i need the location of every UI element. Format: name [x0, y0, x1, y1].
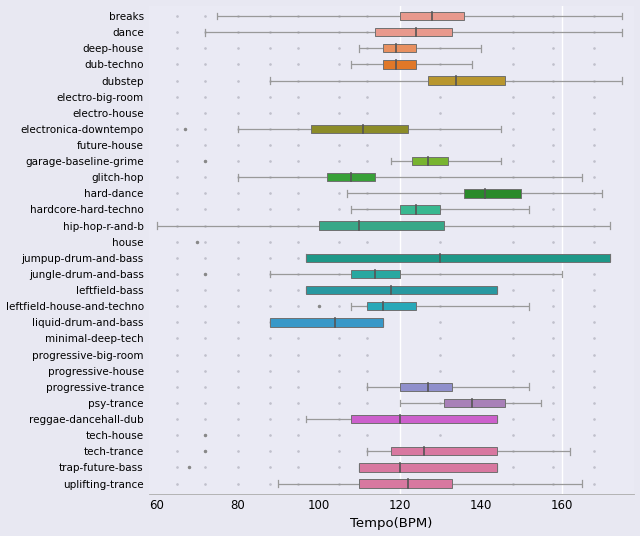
Bar	[383, 60, 416, 69]
Bar	[399, 12, 465, 20]
Bar	[383, 44, 416, 53]
Bar	[351, 270, 399, 278]
X-axis label: Tempo(BPM): Tempo(BPM)	[350, 517, 433, 531]
Bar	[307, 254, 610, 262]
Bar	[310, 125, 408, 133]
Bar	[412, 157, 448, 165]
Bar	[375, 28, 452, 36]
Bar	[359, 479, 452, 488]
Bar	[428, 76, 505, 85]
Bar	[270, 318, 383, 326]
Bar	[319, 221, 444, 230]
Bar	[399, 383, 452, 391]
Bar	[465, 189, 521, 198]
Bar	[307, 286, 497, 294]
Bar	[326, 173, 375, 182]
Bar	[351, 415, 497, 423]
Bar	[399, 205, 440, 214]
Bar	[359, 463, 497, 472]
Bar	[367, 302, 416, 310]
Bar	[392, 447, 497, 456]
Bar	[444, 399, 505, 407]
